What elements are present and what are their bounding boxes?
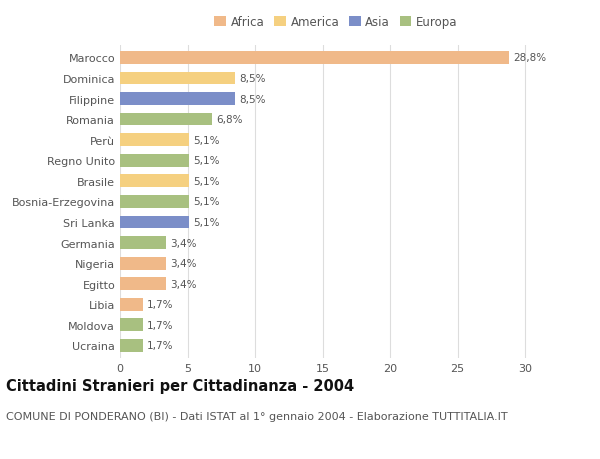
Bar [120, 319, 143, 331]
Bar [120, 175, 189, 188]
Text: 5,1%: 5,1% [193, 197, 220, 207]
Text: 8,5%: 8,5% [239, 94, 265, 104]
Legend: Africa, America, Asia, Europa: Africa, America, Asia, Europa [209, 11, 463, 34]
Bar [120, 278, 166, 291]
Bar [120, 155, 189, 167]
Text: 3,4%: 3,4% [170, 258, 196, 269]
Text: 1,7%: 1,7% [147, 341, 173, 351]
Text: 6,8%: 6,8% [216, 115, 242, 125]
Bar [120, 216, 189, 229]
Bar [120, 257, 166, 270]
Text: COMUNE DI PONDERANO (BI) - Dati ISTAT al 1° gennaio 2004 - Elaborazione TUTTITAL: COMUNE DI PONDERANO (BI) - Dati ISTAT al… [6, 411, 508, 421]
Text: 5,1%: 5,1% [193, 176, 220, 186]
Text: Cittadini Stranieri per Cittadinanza - 2004: Cittadini Stranieri per Cittadinanza - 2… [6, 379, 354, 394]
Bar [120, 298, 143, 311]
Text: 1,7%: 1,7% [147, 300, 173, 310]
Bar [120, 339, 143, 352]
Bar [120, 237, 166, 249]
Bar [120, 52, 509, 65]
Bar [120, 113, 212, 126]
Text: 5,1%: 5,1% [193, 218, 220, 228]
Text: 5,1%: 5,1% [193, 156, 220, 166]
Text: 1,7%: 1,7% [147, 320, 173, 330]
Text: 8,5%: 8,5% [239, 74, 265, 84]
Bar [120, 134, 189, 147]
Bar [120, 73, 235, 85]
Text: 3,4%: 3,4% [170, 279, 196, 289]
Text: 3,4%: 3,4% [170, 238, 196, 248]
Bar [120, 93, 235, 106]
Bar [120, 196, 189, 208]
Text: 28,8%: 28,8% [513, 53, 546, 63]
Text: 5,1%: 5,1% [193, 135, 220, 146]
